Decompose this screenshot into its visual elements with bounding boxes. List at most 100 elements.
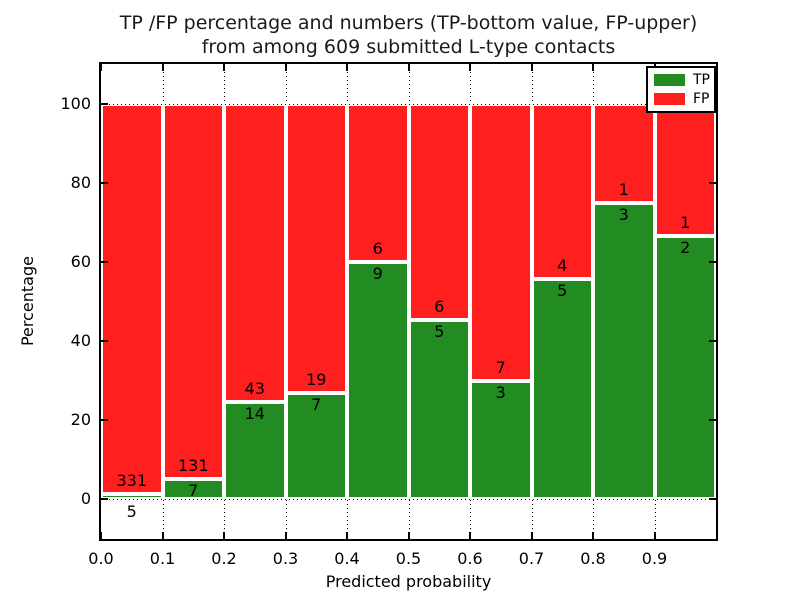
x-tick-top-0.7 bbox=[530, 64, 533, 71]
x-tick-label-0.9: 0.9 bbox=[641, 549, 668, 568]
fp-count-label-0.5-0.6: 6 bbox=[434, 296, 445, 316]
x-tick-bottom-0.0 bbox=[100, 532, 102, 539]
bar-fp-0.2-0.3 bbox=[224, 103, 286, 403]
x-tick-bottom-0.8 bbox=[592, 532, 594, 539]
gridline-y-100 bbox=[101, 103, 716, 105]
fp-count-label-0.1-0.2: 131 bbox=[177, 456, 209, 476]
tp-count-label-0.3-0.4: 7 bbox=[311, 394, 322, 414]
bar-tp-0.1-0.2 bbox=[162, 479, 224, 500]
y-tick-left-100 bbox=[101, 102, 108, 105]
bar-tp-0.0-0.1 bbox=[101, 493, 163, 500]
bar-fp-0.0-0.1 bbox=[101, 103, 163, 494]
legend-label-tp: TP bbox=[693, 72, 710, 89]
y-tick-label-0: 0 bbox=[80, 489, 91, 509]
y-tick-right-0 bbox=[709, 498, 716, 501]
y-tick-left-0 bbox=[101, 498, 108, 501]
bar-tp-0.7-0.8 bbox=[531, 279, 593, 500]
x-tick-top-0.4 bbox=[346, 64, 348, 71]
tp-swatch-icon bbox=[654, 74, 685, 87]
y-tick-label-100: 100 bbox=[60, 93, 91, 113]
bar-tp-0.5-0.6 bbox=[408, 319, 470, 500]
x-tick-bottom-0.6 bbox=[469, 532, 471, 539]
x-tick-label-0.3: 0.3 bbox=[272, 549, 299, 568]
fp-count-label-0.4-0.5: 6 bbox=[372, 238, 383, 258]
gridline-y-0 bbox=[101, 499, 716, 501]
x-tick-label-0.7: 0.7 bbox=[518, 549, 545, 568]
x-tick-label-0.5: 0.5 bbox=[395, 549, 422, 568]
x-tick-top-0.8 bbox=[592, 64, 594, 71]
x-tick-bottom-0.3 bbox=[284, 532, 287, 539]
bar-fp-0.3-0.4 bbox=[285, 103, 347, 393]
x-tick-label-0.0: 0.0 bbox=[88, 549, 114, 568]
x-tick-label-0.1: 0.1 bbox=[149, 549, 176, 568]
x-tick-top-0.2 bbox=[223, 64, 225, 71]
bar-fp-0.1-0.2 bbox=[162, 103, 224, 480]
y-tick-right-40 bbox=[709, 340, 716, 343]
x-tick-top-0.5 bbox=[407, 64, 410, 71]
y-tick-left-20 bbox=[101, 419, 108, 422]
x-tick-bottom-0.1 bbox=[161, 532, 164, 539]
x-tick-top-0.6 bbox=[469, 64, 471, 71]
chart-title-line2: from among 609 submitted L-type contacts bbox=[201, 36, 616, 58]
x-tick-bottom-0.7 bbox=[530, 532, 533, 539]
bar-tp-0.9-1.0 bbox=[654, 235, 716, 500]
y-axis-label: Percentage bbox=[18, 256, 37, 347]
tp-count-label-0.4-0.5: 9 bbox=[372, 263, 383, 283]
fp-count-label-0.3-0.4: 19 bbox=[306, 369, 327, 389]
x-tick-label-0.4: 0.4 bbox=[334, 549, 360, 568]
x-tick-top-0.1 bbox=[161, 64, 164, 71]
plot-area: Percentage Predicted probability TP FP 0… bbox=[18, 62, 718, 591]
fp-count-label-0.8-0.9: 1 bbox=[618, 179, 629, 199]
fp-count-label-0.0-0.1: 331 bbox=[116, 470, 148, 490]
tp-count-label-0.5-0.6: 5 bbox=[434, 321, 445, 341]
y-tick-right-80 bbox=[709, 181, 716, 184]
tp-count-label-0.0-0.1: 5 bbox=[126, 502, 137, 522]
fp-count-label-0.2-0.3: 43 bbox=[244, 379, 265, 399]
bar-fp-0.6-0.7 bbox=[470, 103, 532, 381]
bar-fp-0.4-0.5 bbox=[347, 103, 409, 262]
bar-tp-0.2-0.3 bbox=[224, 402, 286, 500]
x-tick-label-0.2: 0.2 bbox=[211, 549, 237, 568]
fp-count-label-0.9-1.0: 1 bbox=[680, 212, 691, 232]
x-axis-label: Predicted probability bbox=[325, 572, 492, 591]
legend-label-fp: FP bbox=[693, 90, 710, 107]
y-tick-left-80 bbox=[101, 181, 108, 184]
tp-count-label-0.2-0.3: 14 bbox=[244, 404, 265, 424]
x-tick-label-0.6: 0.6 bbox=[457, 549, 483, 568]
x-tick-bottom-0.9 bbox=[653, 532, 656, 539]
y-tick-right-60 bbox=[709, 260, 716, 263]
y-tick-label-60: 60 bbox=[70, 251, 91, 271]
bar-tp-0.4-0.5 bbox=[347, 261, 409, 500]
x-tick-bottom-0.4 bbox=[346, 532, 348, 539]
legend-entry-fp: FP bbox=[654, 90, 710, 107]
bar-tp-0.6-0.7 bbox=[470, 380, 532, 500]
x-tick-top-0.0 bbox=[100, 64, 102, 71]
bar-tp-0.8-0.9 bbox=[593, 202, 655, 500]
fp-count-label-0.7-0.8: 4 bbox=[557, 256, 568, 276]
legend-entry-tp: TP bbox=[654, 72, 710, 89]
y-tick-left-40 bbox=[101, 340, 108, 343]
y-tick-label-20: 20 bbox=[70, 410, 91, 430]
y-tick-left-60 bbox=[101, 260, 108, 263]
tp-count-label-0.9-1.0: 2 bbox=[680, 237, 691, 257]
x-tick-bottom-0.5 bbox=[407, 532, 410, 539]
chart-title-line1: TP /FP percentage and numbers (TP-bottom… bbox=[119, 12, 698, 34]
fp-swatch-icon bbox=[654, 92, 685, 105]
y-tick-label-80: 80 bbox=[70, 172, 91, 192]
bar-fp-0.5-0.6 bbox=[408, 103, 470, 320]
legend: TP FP bbox=[646, 66, 716, 113]
chart-title: TP /FP percentage and numbers (TP-bottom… bbox=[99, 11, 718, 59]
tp-count-label-0.1-0.2: 7 bbox=[188, 481, 199, 501]
y-tick-label-40: 40 bbox=[70, 331, 91, 351]
bar-tp-0.3-0.4 bbox=[285, 392, 347, 500]
tp-count-label-0.7-0.8: 5 bbox=[557, 281, 568, 301]
x-tick-label-0.8: 0.8 bbox=[580, 549, 606, 568]
tp-count-label-0.6-0.7: 3 bbox=[495, 382, 506, 402]
x-tick-top-0.3 bbox=[284, 64, 287, 71]
y-tick-right-20 bbox=[709, 419, 716, 422]
tp-count-label-0.8-0.9: 3 bbox=[618, 204, 629, 224]
x-tick-bottom-0.2 bbox=[223, 532, 225, 539]
fp-count-label-0.6-0.7: 7 bbox=[495, 357, 506, 377]
bar-fp-0.7-0.8 bbox=[531, 103, 593, 280]
